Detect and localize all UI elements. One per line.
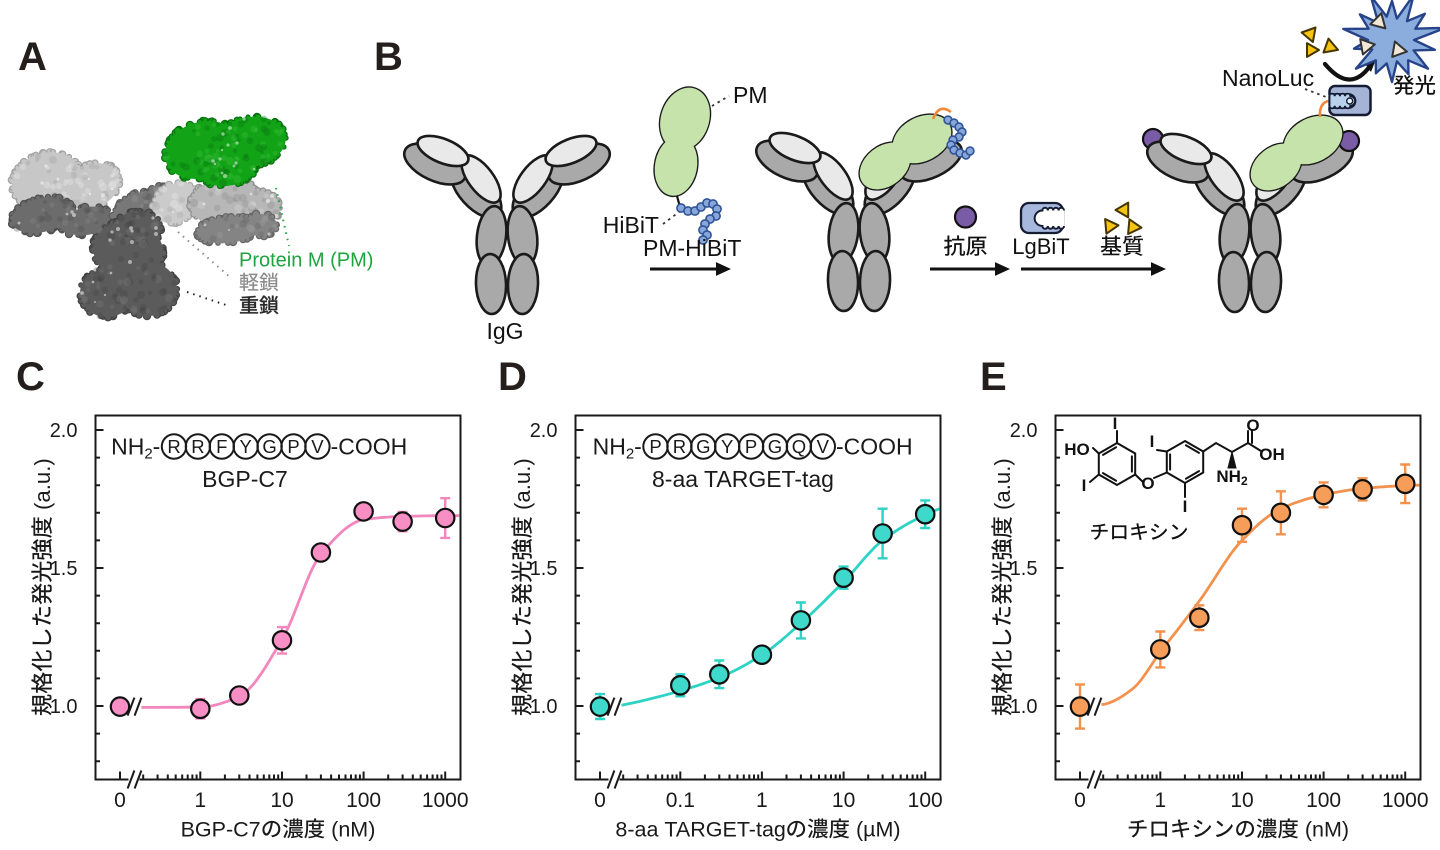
svg-text:(a.u.): (a.u.)	[990, 458, 1015, 516]
svg-text:-COOH: -COOH	[331, 434, 408, 460]
svg-text:0: 0	[594, 789, 606, 812]
svg-text:Protein M (PM): Protein M (PM)	[239, 250, 373, 272]
svg-text:0: 0	[114, 789, 126, 812]
svg-text:1000: 1000	[1382, 789, 1429, 812]
svg-text:1000: 1000	[422, 789, 469, 812]
svg-text:B: B	[374, 35, 403, 79]
svg-text:100: 100	[346, 789, 381, 812]
svg-text:LgBiT: LgBiT	[1012, 234, 1069, 259]
svg-text:-COOH: -COOH	[836, 434, 913, 460]
svg-text:8-aa TARGET-tag: 8-aa TARGET-tag	[615, 818, 785, 842]
svg-text:R: R	[191, 436, 204, 457]
svg-text:NH2: NH2	[1216, 467, 1248, 488]
svg-text:I: I	[1082, 476, 1087, 495]
svg-text:I: I	[1183, 497, 1188, 516]
svg-text:10: 10	[270, 789, 293, 812]
svg-text:A: A	[18, 35, 47, 79]
svg-text:G: G	[696, 436, 710, 457]
svg-text:1.0: 1.0	[1010, 696, 1038, 718]
svg-text:PM-HiBiT: PM-HiBiT	[643, 235, 741, 261]
svg-text:(nM): (nM)	[325, 818, 375, 842]
svg-text:Y: Y	[240, 436, 252, 457]
svg-text:E: E	[980, 355, 1007, 399]
svg-text:BGP-C7: BGP-C7	[202, 466, 288, 492]
svg-text:V: V	[817, 436, 830, 457]
svg-text:P: P	[287, 436, 299, 457]
svg-text:NanoLuc: NanoLuc	[1222, 65, 1314, 91]
svg-text:HiBiT: HiBiT	[603, 212, 659, 238]
svg-text:1: 1	[194, 789, 206, 812]
svg-text:0.1: 0.1	[666, 789, 695, 812]
svg-text:PM: PM	[733, 82, 768, 108]
svg-text:R: R	[673, 436, 686, 457]
svg-text:D: D	[498, 355, 527, 399]
svg-text:10: 10	[1230, 789, 1253, 812]
svg-text:C: C	[16, 355, 45, 399]
svg-text:P: P	[649, 436, 661, 457]
svg-text:I: I	[1150, 432, 1155, 451]
svg-text:(µM): (µM)	[850, 818, 901, 842]
svg-text:1: 1	[756, 789, 768, 812]
svg-text:100: 100	[1306, 789, 1341, 812]
svg-text:IgG: IgG	[486, 318, 523, 344]
svg-text:1: 1	[1154, 789, 1166, 812]
svg-text:OH: OH	[1259, 445, 1285, 464]
svg-text:0: 0	[1074, 789, 1086, 812]
svg-text:2.0: 2.0	[530, 420, 558, 442]
svg-text:P: P	[745, 436, 757, 457]
svg-text:1.0: 1.0	[530, 696, 558, 718]
svg-text:NH2-: NH2-	[593, 434, 642, 463]
svg-text:O: O	[1141, 474, 1154, 493]
svg-text:2.0: 2.0	[50, 420, 78, 442]
svg-text:1.5: 1.5	[50, 558, 78, 580]
svg-text:1.5: 1.5	[1010, 558, 1038, 580]
svg-text:G: G	[768, 436, 782, 457]
svg-text:G: G	[262, 436, 276, 457]
svg-text:I: I	[1113, 414, 1118, 433]
svg-text:(nM): (nM)	[1299, 818, 1349, 842]
svg-text:Q: Q	[792, 436, 806, 457]
svg-text:Y: Y	[721, 436, 733, 457]
svg-text:O: O	[1246, 416, 1259, 435]
svg-text:R: R	[167, 436, 180, 457]
svg-text:HO: HO	[1064, 440, 1090, 459]
svg-text:8-aa TARGET-tag: 8-aa TARGET-tag	[652, 466, 834, 492]
svg-text:BGP-C7: BGP-C7	[181, 818, 261, 842]
svg-text:1.5: 1.5	[530, 558, 558, 580]
svg-text:1.0: 1.0	[50, 696, 78, 718]
svg-text:V: V	[311, 436, 324, 457]
svg-text:F: F	[216, 436, 227, 457]
svg-text:10: 10	[832, 789, 855, 812]
svg-text:100: 100	[908, 789, 943, 812]
svg-text:NH2-: NH2-	[111, 434, 160, 463]
svg-text:2.0: 2.0	[1010, 420, 1038, 442]
svg-text:(a.u.): (a.u.)	[510, 458, 535, 516]
svg-text:(a.u.): (a.u.)	[30, 458, 55, 516]
